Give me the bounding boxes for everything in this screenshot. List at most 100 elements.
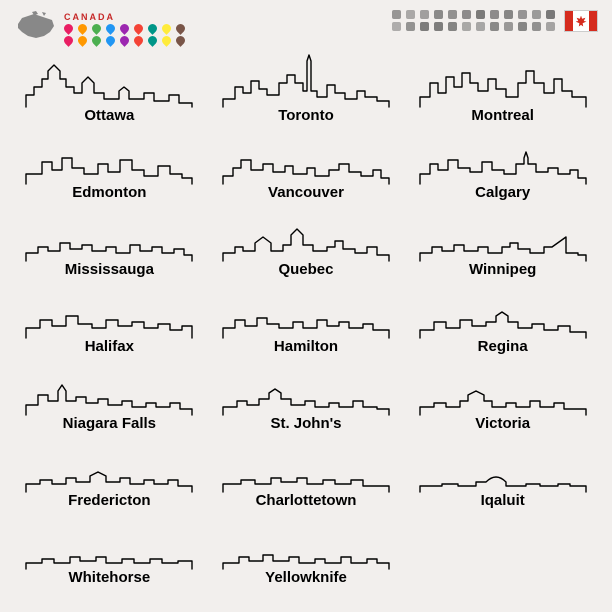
- city-cell: Fredericton: [20, 438, 199, 509]
- canada-flag: [564, 10, 598, 32]
- icon-grid: [392, 10, 556, 31]
- city-label: Whitehorse: [68, 569, 150, 586]
- city-label: Edmonton: [72, 184, 146, 201]
- pin-icons: [64, 24, 186, 45]
- map-pin-icon: [90, 34, 103, 47]
- skyline-regina: [418, 284, 588, 340]
- ui-icon: [462, 22, 471, 31]
- ui-icon: [504, 10, 513, 19]
- city-label: Hamilton: [274, 338, 338, 355]
- skyline-edmonton: [24, 130, 194, 186]
- map-pin-icon: [160, 22, 173, 35]
- city-cell: Hamilton: [217, 284, 396, 355]
- skyline-hamilton: [221, 284, 391, 340]
- skyline-quebec: [221, 207, 391, 263]
- city-cell: Montreal: [413, 53, 592, 124]
- ui-icon: [392, 22, 401, 31]
- ui-icon: [490, 10, 499, 19]
- city-cell: Halifax: [20, 284, 199, 355]
- map-pin-icon: [160, 34, 173, 47]
- ui-icon: [448, 10, 457, 19]
- city-label: Halifax: [85, 338, 134, 355]
- city-cell: Vancouver: [217, 130, 396, 201]
- city-cell: Iqaluit: [413, 438, 592, 509]
- map-pin-icon: [104, 22, 117, 35]
- ui-icon: [420, 10, 429, 19]
- city-label: Mississauga: [65, 261, 154, 278]
- city-label: Winnipeg: [469, 261, 536, 278]
- city-cell: Ottawa: [20, 53, 199, 124]
- skyline-whitehorse: [24, 515, 194, 571]
- city-label: Vancouver: [268, 184, 344, 201]
- city-cell: Calgary: [413, 130, 592, 201]
- map-pin-icon: [90, 22, 103, 35]
- skyline-winnipeg: [418, 207, 588, 263]
- skyline-yellowknife: [221, 515, 391, 571]
- ui-icon: [476, 10, 485, 19]
- ui-icon: [532, 22, 541, 31]
- map-pin-icon: [118, 22, 131, 35]
- city-cell: Quebec: [217, 207, 396, 278]
- skyline-montreal: [418, 53, 588, 109]
- ui-icon: [392, 10, 401, 19]
- skyline-ottawa: [24, 53, 194, 109]
- skyline-toronto: [221, 53, 391, 109]
- canada-minimap: [14, 10, 58, 44]
- map-pin-icon: [146, 34, 159, 47]
- city-cell: Niagara Falls: [20, 361, 199, 432]
- city-cell: Yellowknife: [217, 515, 396, 586]
- ui-icon: [448, 22, 457, 31]
- ui-icon: [406, 22, 415, 31]
- skyline-mississauga: [24, 207, 194, 263]
- skyline-victoria: [418, 361, 588, 417]
- header: CANADA: [0, 0, 612, 49]
- skyline-calgary: [418, 130, 588, 186]
- header-right: [392, 10, 598, 32]
- city-cell: Edmonton: [20, 130, 199, 201]
- ui-icon: [406, 10, 415, 19]
- city-label: Ottawa: [84, 107, 134, 124]
- map-pin-icon: [104, 34, 117, 47]
- map-pin-icon: [62, 22, 75, 35]
- skyline-grid: Ottawa Toronto Montreal Edmonton Vancouver Ca…: [0, 49, 612, 598]
- city-cell: Whitehorse: [20, 515, 199, 586]
- map-pin-icon: [174, 34, 187, 47]
- ui-icon: [462, 10, 471, 19]
- ui-icon: [490, 22, 499, 31]
- city-label: Fredericton: [68, 492, 151, 509]
- skyline-st-john-s: [221, 361, 391, 417]
- ui-icon: [420, 22, 429, 31]
- skyline-vancouver: [221, 130, 391, 186]
- map-pin-icon: [132, 22, 145, 35]
- maple-leaf-icon: [576, 16, 587, 27]
- city-cell: Mississauga: [20, 207, 199, 278]
- city-label: St. John's: [270, 415, 341, 432]
- city-cell: Toronto: [217, 53, 396, 124]
- city-cell: Regina: [413, 284, 592, 355]
- map-pin-icon: [76, 22, 89, 35]
- city-label: Victoria: [475, 415, 530, 432]
- city-cell: Victoria: [413, 361, 592, 432]
- ui-icon: [504, 22, 513, 31]
- city-cell: Winnipeg: [413, 207, 592, 278]
- city-label: Iqaluit: [481, 492, 525, 509]
- ui-icon: [434, 10, 443, 19]
- city-label: Yellowknife: [265, 569, 347, 586]
- skyline-iqaluit: [418, 438, 588, 494]
- ui-icon: [546, 10, 555, 19]
- ui-icon: [434, 22, 443, 31]
- skyline-niagara-falls: [24, 361, 194, 417]
- map-pin-icon: [174, 22, 187, 35]
- skyline-halifax: [24, 284, 194, 340]
- city-label: Toronto: [278, 107, 334, 124]
- skyline-fredericton: [24, 438, 194, 494]
- map-pin-icon: [76, 34, 89, 47]
- map-pin-icon: [118, 34, 131, 47]
- city-label: Regina: [478, 338, 528, 355]
- city-label: Charlottetown: [256, 492, 357, 509]
- country-label: CANADA: [64, 12, 186, 22]
- map-pin-icon: [62, 34, 75, 47]
- map-pin-icon: [146, 22, 159, 35]
- ui-icon: [476, 22, 485, 31]
- header-labels: CANADA: [64, 10, 186, 45]
